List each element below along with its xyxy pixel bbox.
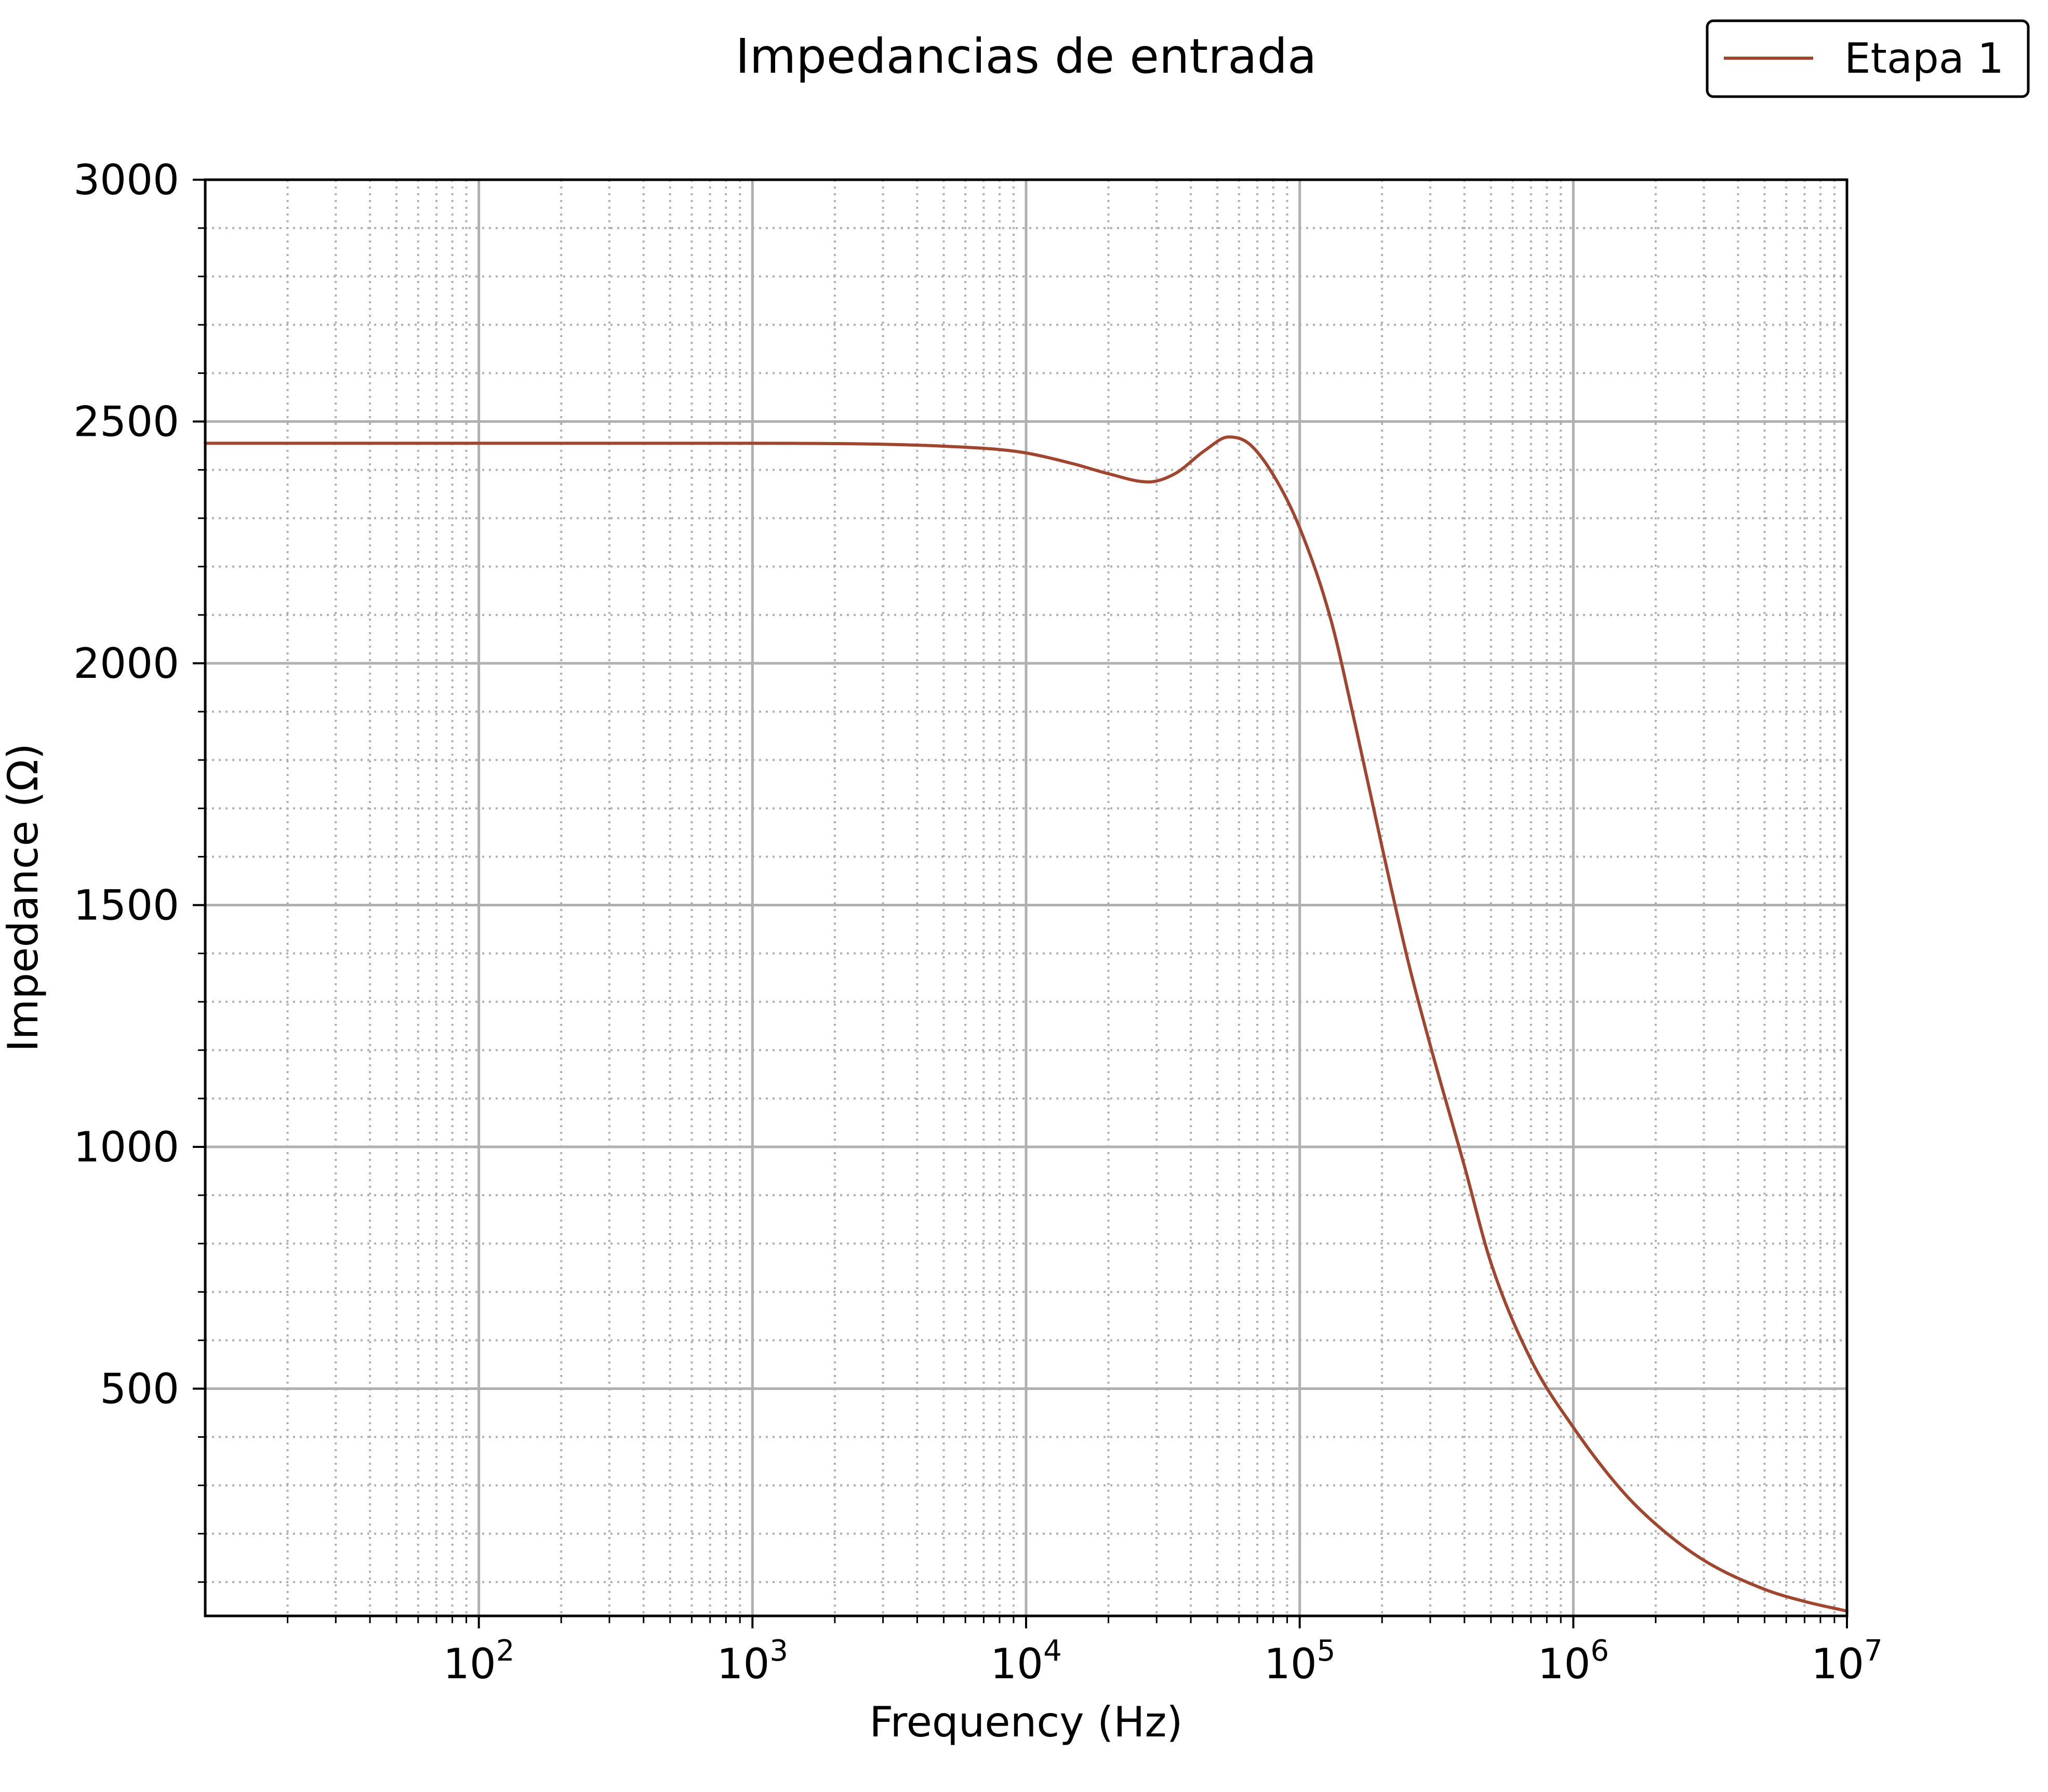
tick-layer: 102 103 104 105 106 1075001000150020002500300… [73, 156, 1882, 1688]
x-tick-label: 103 [717, 1634, 788, 1688]
y-tick-label: 2000 [73, 639, 179, 688]
x-tick-label: 106 [1538, 1634, 1609, 1688]
x-tick-exponent: 2 [496, 1634, 515, 1668]
y-tick-label: 3000 [73, 156, 179, 204]
x-tick-label: 107 [1811, 1634, 1882, 1688]
x-tick-label: 105 [1264, 1634, 1335, 1688]
x-tick-exponent: 6 [1590, 1634, 1609, 1668]
x-tick-label: 104 [990, 1634, 1061, 1688]
y-axis-label: Impedance (Ω) [0, 743, 47, 1052]
legend: Etapa 1 [1706, 19, 2030, 98]
y-tick-label: 500 [100, 1365, 179, 1413]
series-line-etapa-1 [204, 435, 1848, 1613]
x-tick-exponent: 3 [769, 1634, 788, 1668]
series-layer [204, 435, 1848, 1613]
x-tick-label: 102 [443, 1634, 514, 1688]
x-tick-base: 10 [443, 1640, 496, 1688]
x-tick-exponent: 5 [1317, 1634, 1336, 1668]
x-tick-exponent: 7 [1864, 1634, 1883, 1668]
legend-box [1706, 19, 2030, 98]
x-tick-base: 10 [1811, 1640, 1864, 1688]
y-tick-label: 2500 [73, 397, 179, 446]
x-tick-base: 10 [1264, 1640, 1317, 1688]
x-tick-base: 10 [990, 1640, 1043, 1688]
x-tick-base: 10 [1538, 1640, 1591, 1688]
grid-layer [205, 178, 1848, 1616]
x-tick-exponent: 4 [1043, 1634, 1062, 1668]
chart-title: Impedancias de entrada [736, 29, 1317, 84]
legend-label-etapa-1: Etapa 1 [1844, 34, 2004, 83]
x-tick-base: 10 [717, 1640, 770, 1688]
y-tick-label: 1500 [73, 881, 179, 929]
x-axis-label: Frequency (Hz) [869, 1698, 1182, 1746]
y-tick-label: 1000 [73, 1123, 179, 1171]
